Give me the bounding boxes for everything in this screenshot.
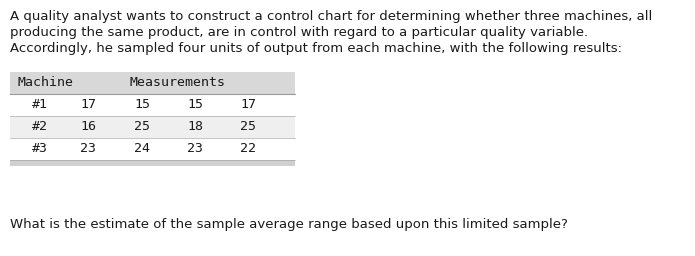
- Text: 25: 25: [240, 121, 256, 133]
- Text: 23: 23: [80, 143, 96, 155]
- Text: 24: 24: [134, 143, 150, 155]
- Text: 15: 15: [187, 99, 203, 112]
- Text: Measurements: Measurements: [130, 77, 226, 90]
- Text: Machine: Machine: [18, 77, 74, 90]
- Text: 22: 22: [240, 143, 256, 155]
- Text: 25: 25: [134, 121, 150, 133]
- Text: #1: #1: [32, 99, 48, 112]
- Text: 23: 23: [187, 143, 203, 155]
- Text: 17: 17: [80, 99, 96, 112]
- Text: 18: 18: [187, 121, 203, 133]
- Text: A quality analyst wants to construct a control chart for determining whether thr: A quality analyst wants to construct a c…: [10, 10, 652, 23]
- Text: #2: #2: [32, 121, 48, 133]
- Bar: [10, 160, 295, 166]
- Text: #3: #3: [32, 143, 48, 155]
- Text: 17: 17: [240, 99, 256, 112]
- Text: Accordingly, he sampled four units of output from each machine, with the followi: Accordingly, he sampled four units of ou…: [10, 42, 622, 55]
- Text: producing the same product, are in control with regard to a particular quality v: producing the same product, are in contr…: [10, 26, 588, 39]
- Bar: [10, 94, 295, 116]
- Bar: [10, 116, 295, 138]
- Bar: [10, 138, 295, 160]
- Text: 16: 16: [80, 121, 96, 133]
- Text: What is the estimate of the sample average range based upon this limited sample?: What is the estimate of the sample avera…: [10, 218, 568, 231]
- Bar: [10, 72, 295, 94]
- Text: 15: 15: [134, 99, 150, 112]
